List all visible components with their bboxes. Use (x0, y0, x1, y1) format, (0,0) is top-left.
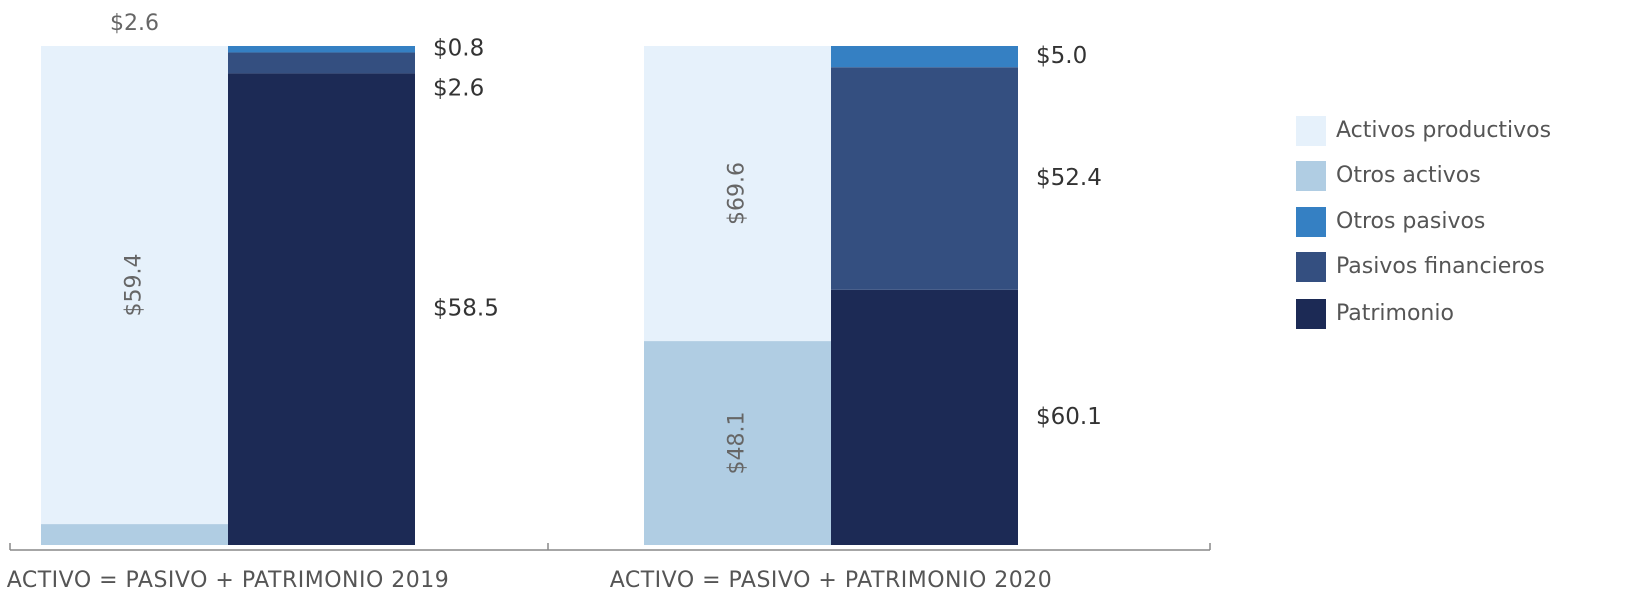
bar-segment (644, 341, 831, 545)
x-category-label: ACTIVO = PASIVO + PATRIMONIO 2019 (7, 568, 450, 593)
data-label: $2.6 (433, 76, 484, 102)
legend-label: Activos productivos (1336, 118, 1551, 143)
data-label: $69.6 (725, 162, 750, 225)
legend-swatch (1296, 207, 1326, 237)
data-label: $48.1 (725, 412, 750, 475)
bar-segment (41, 46, 228, 525)
data-label: $2.6 (110, 11, 159, 36)
data-label: $5.0 (1036, 43, 1087, 69)
bar-segment (228, 73, 415, 545)
x-category-label: ACTIVO = PASIVO + PATRIMONIO 2020 (610, 568, 1053, 593)
legend-swatch (1296, 299, 1326, 329)
legend-label: Otros pasivos (1336, 209, 1485, 234)
bar-segment (831, 67, 1018, 290)
legend-swatch (1296, 161, 1326, 191)
data-label: $59.4 (122, 254, 147, 317)
data-label: $58.5 (433, 296, 499, 322)
legend-label: Pasivos financieros (1336, 254, 1545, 279)
legend-swatch (1296, 116, 1326, 146)
data-label: $60.1 (1036, 404, 1102, 430)
legend-label: Patrimonio (1336, 301, 1454, 326)
legend-label: Otros activos (1336, 163, 1481, 188)
bar-segment (228, 46, 415, 53)
data-label: $52.4 (1036, 165, 1102, 191)
legend-swatch (1296, 252, 1326, 282)
bar-segment (831, 289, 1018, 545)
bar-segment (41, 524, 228, 545)
data-label: $0.8 (433, 36, 484, 62)
bar-segment (644, 46, 831, 342)
bar-segment (831, 46, 1018, 68)
bar-segment (228, 52, 415, 74)
